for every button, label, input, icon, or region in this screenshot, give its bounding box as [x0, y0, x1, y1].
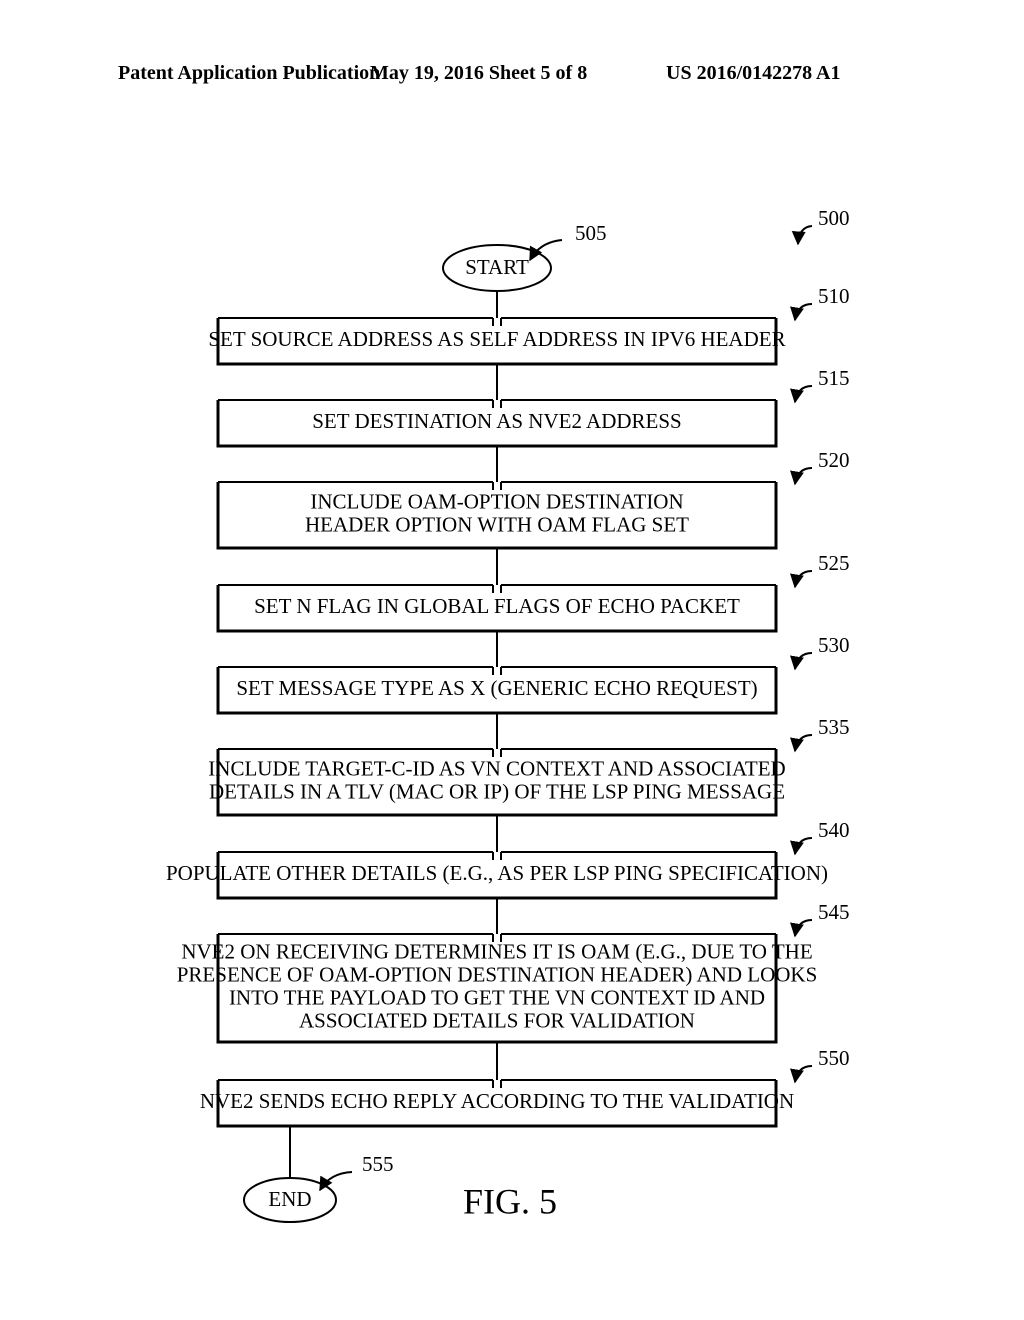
- ref-number: 545: [818, 900, 850, 924]
- ref-number: 550: [818, 1046, 850, 1070]
- ref-leader: [795, 920, 812, 936]
- ref-number: 555: [362, 1152, 394, 1176]
- flowchart: START SET SOURCE ADDRESS AS SELF ADDRESS …: [0, 0, 1024, 1320]
- step-text: INCLUDE OAM-OPTION DESTINATION: [310, 489, 683, 513]
- ref-leader: [795, 386, 812, 402]
- step-text: SET N FLAG IN GLOBAL FLAGS OF ECHO PACKE…: [254, 594, 740, 618]
- ref-leader: [795, 571, 812, 587]
- ref-number: 535: [818, 715, 850, 739]
- ref-number: 510: [818, 284, 850, 308]
- step-text: NVE2 ON RECEIVING DETERMINES IT IS OAM (…: [181, 939, 812, 963]
- ref-number: 530: [818, 633, 850, 657]
- page: Patent Application Publication May 19, 2…: [0, 0, 1024, 1320]
- ref-number: 500: [818, 206, 850, 230]
- step-text: SET MESSAGE TYPE AS X (GENERIC ECHO REQU…: [236, 676, 757, 700]
- step-text: NVE2 SENDS ECHO REPLY ACCORDING TO THE V…: [200, 1089, 794, 1113]
- step-text: PRESENCE OF OAM-OPTION DESTINATION HEADE…: [177, 962, 818, 986]
- step-text: INCLUDE TARGET-C-ID AS VN CONTEXT AND AS…: [208, 756, 785, 780]
- ref-leader: [795, 653, 812, 669]
- ref-leader: [795, 304, 812, 320]
- step-text: SET SOURCE ADDRESS AS SELF ADDRESS IN IP…: [208, 327, 785, 351]
- ref-leader: [795, 735, 812, 751]
- step-text: SET DESTINATION AS NVE2 ADDRESS: [312, 409, 681, 433]
- ref-number: 505: [575, 221, 607, 245]
- ref-leader: [795, 1066, 812, 1082]
- figure-label: FIG. 5: [463, 1181, 557, 1221]
- step-text: INTO THE PAYLOAD TO GET THE VN CONTEXT I…: [229, 985, 765, 1009]
- ref-number: 515: [818, 366, 850, 390]
- ref-leader: [798, 226, 812, 244]
- step-text: ASSOCIATED DETAILS FOR VALIDATION: [299, 1008, 695, 1032]
- ref-number: 540: [818, 818, 850, 842]
- step-text: POPULATE OTHER DETAILS (E.G., AS PER LSP…: [166, 861, 828, 885]
- ref-number: 525: [818, 551, 850, 575]
- end-label: END: [268, 1187, 311, 1211]
- step-text: DETAILS IN A TLV (MAC OR IP) OF THE LSP …: [209, 779, 785, 803]
- ref-leader: [795, 838, 812, 854]
- start-label: START: [465, 255, 529, 279]
- step-text: HEADER OPTION WITH OAM FLAG SET: [305, 512, 689, 536]
- ref-number: 520: [818, 448, 850, 472]
- ref-leader: [795, 468, 812, 484]
